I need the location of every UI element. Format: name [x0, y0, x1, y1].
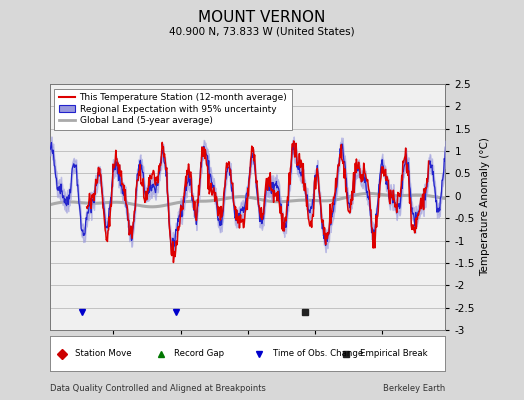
- Text: Berkeley Earth: Berkeley Earth: [383, 384, 445, 393]
- Text: 40.900 N, 73.833 W (United States): 40.900 N, 73.833 W (United States): [169, 26, 355, 36]
- Y-axis label: Temperature Anomaly (°C): Temperature Anomaly (°C): [481, 138, 490, 276]
- Text: Record Gap: Record Gap: [174, 349, 224, 358]
- Text: Time of Obs. Change: Time of Obs. Change: [274, 349, 364, 358]
- Text: MOUNT VERNON: MOUNT VERNON: [198, 10, 326, 25]
- Text: Data Quality Controlled and Aligned at Breakpoints: Data Quality Controlled and Aligned at B…: [50, 384, 266, 393]
- Legend: This Temperature Station (12-month average), Regional Expectation with 95% uncer: This Temperature Station (12-month avera…: [54, 88, 292, 130]
- Text: Station Move: Station Move: [75, 349, 132, 358]
- Text: Empirical Break: Empirical Break: [361, 349, 428, 358]
